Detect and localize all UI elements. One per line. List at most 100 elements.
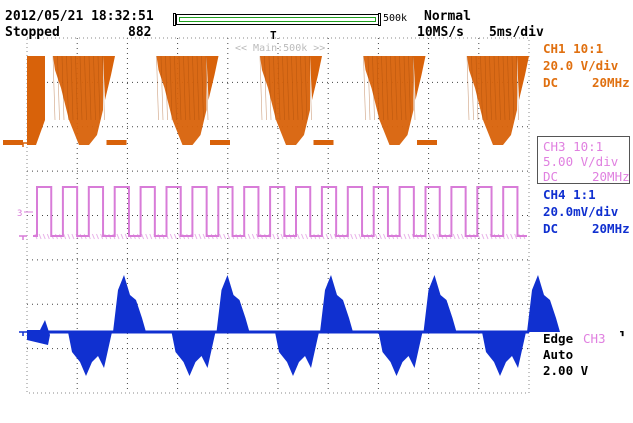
ch3-noise	[128, 233, 132, 240]
ch1-name[interactable]: CH1 10:1	[543, 41, 604, 56]
ch1-hatch	[295, 55, 299, 121]
ch3-noise	[108, 233, 112, 240]
ch1-hatch	[205, 55, 209, 121]
ch4-lobe-down	[27, 320, 50, 345]
ch1-hatch	[169, 55, 173, 121]
ch3-noise	[120, 233, 124, 240]
ch3-noise	[362, 233, 366, 240]
ch3-noise	[38, 233, 42, 240]
trigger-mode-auto[interactable]: Auto	[543, 347, 574, 362]
ch1-hatch	[511, 55, 515, 121]
ch1-hatch	[156, 55, 159, 121]
ch3-noise	[391, 233, 395, 240]
ch3-noise	[473, 233, 477, 240]
ch1-hatch	[196, 55, 200, 121]
trigger-type[interactable]: Edge	[543, 331, 574, 346]
ch1-burst	[53, 56, 103, 145]
ch1-hatch	[286, 55, 290, 121]
ch4-scale[interactable]: 20.0mV/div	[543, 204, 619, 219]
ch1-hatch	[165, 55, 168, 121]
ch3-noise	[186, 233, 190, 240]
ch4-name[interactable]: CH4 1:1	[543, 187, 596, 202]
ch1-hatch	[102, 55, 105, 121]
ch3-noise	[325, 233, 329, 240]
ch3-noise	[280, 233, 284, 240]
ch3-noise	[432, 233, 436, 240]
ch3-name[interactable]: CH3 10:1	[543, 139, 604, 154]
ch3-noise	[50, 233, 54, 240]
ch3-noise	[313, 233, 317, 240]
ch1-hatch	[75, 55, 78, 121]
ch1-hatch	[394, 55, 398, 121]
trigger-source[interactable]: CH3	[583, 331, 606, 346]
ch1-hatch	[489, 55, 492, 121]
ch3-noise	[378, 233, 382, 240]
ch3-selected-frame[interactable]	[537, 136, 630, 184]
ch3-noise	[132, 233, 136, 240]
ch3-noise	[268, 233, 272, 240]
ch3-noise	[305, 233, 309, 240]
record-start-marker	[173, 13, 176, 26]
ch3-noise	[456, 233, 460, 240]
ch3-noise	[321, 233, 325, 240]
ch3-noise	[178, 233, 181, 240]
trigger-position-marker[interactable]: T	[270, 29, 277, 42]
ch3-noise	[309, 233, 313, 240]
ch1-hatch	[471, 55, 474, 121]
ch1-hatch	[502, 55, 506, 121]
ch3-noise	[452, 233, 456, 240]
ch3-trace	[33, 186, 527, 237]
ch3-noise	[477, 233, 481, 240]
ch3-noise	[399, 233, 403, 240]
ch1-edge	[206, 56, 219, 100]
ch3-noise	[395, 233, 399, 240]
ch3-noise	[350, 233, 354, 240]
ch3-noise	[137, 233, 140, 240]
ch1-hatch	[268, 55, 272, 121]
ch1-hatch	[174, 55, 177, 121]
ch3-noise	[493, 233, 497, 240]
ch3-noise	[190, 233, 194, 240]
ch3-noise	[284, 233, 288, 240]
ch3-noise	[63, 233, 67, 240]
ch1-hatch	[88, 55, 92, 121]
ch3-noise	[42, 233, 46, 240]
ch3-noise	[145, 233, 149, 240]
ch1-hatch	[52, 55, 56, 121]
ch3-scale[interactable]: 5.00 V/div	[543, 154, 619, 169]
ch3-noise	[231, 233, 235, 240]
graticule-frame	[26, 37, 530, 394]
ch3-noise	[46, 233, 50, 240]
ch3-noise	[469, 233, 473, 240]
timebase-label[interactable]: 5ms/div	[489, 25, 544, 40]
ch1-burst	[27, 56, 45, 145]
trigger-mode-label[interactable]: Normal	[424, 9, 471, 24]
ch3-noise	[346, 233, 350, 240]
ch1-scale[interactable]: 20.0 V/div	[543, 58, 619, 73]
ch4-lobe-down	[482, 332, 526, 376]
ch1-base	[106, 140, 127, 145]
ch3-noise	[292, 233, 296, 240]
ch3-noise	[501, 233, 505, 240]
ch3-noise	[182, 233, 186, 240]
ch1-hatch	[385, 55, 389, 121]
ch1-hatch	[282, 55, 285, 121]
ch3-waveform	[33, 186, 527, 240]
ch1-hatch	[187, 55, 191, 121]
ch3-noise	[149, 233, 153, 240]
ch3-noise	[383, 233, 386, 240]
ch1-coupling: DC	[543, 75, 559, 90]
ch1-edge	[103, 56, 115, 100]
ch1-edge	[413, 56, 426, 100]
ch3-noise	[485, 233, 489, 240]
ch3-noise	[141, 233, 145, 240]
ch3-bandwidth: 20MHz	[592, 169, 630, 184]
ch1-hatch	[300, 55, 303, 121]
ch1-hatch	[291, 55, 294, 121]
ch3-noise	[481, 233, 485, 240]
trigger-level[interactable]: 2.00 V	[543, 363, 589, 378]
ch3-noise	[301, 233, 304, 240]
ch1-hatch	[516, 55, 519, 121]
ch1-hatch	[273, 55, 276, 121]
ch3-noise	[247, 233, 251, 240]
